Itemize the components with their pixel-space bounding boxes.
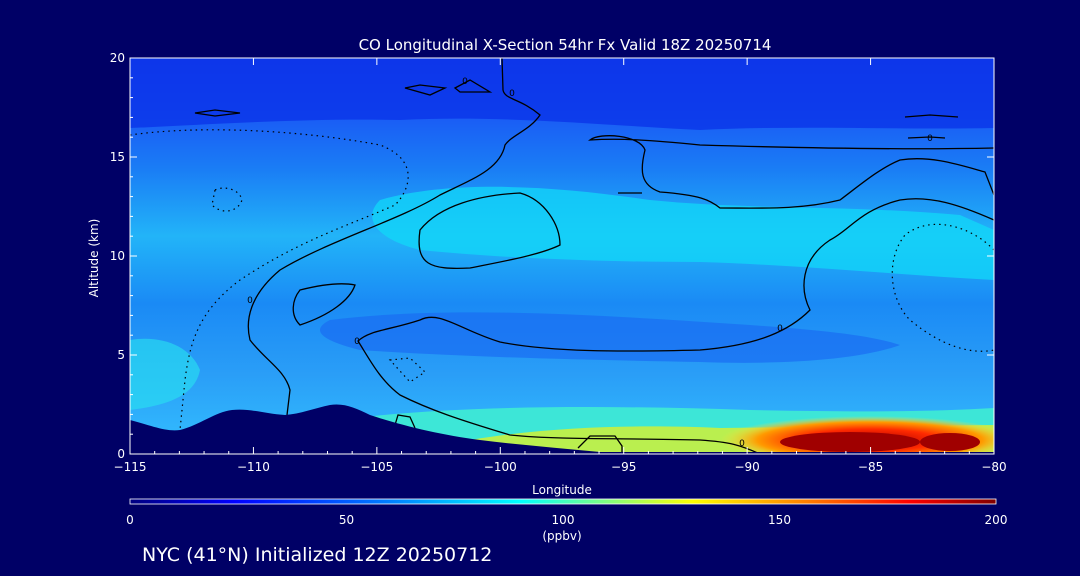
contour-right-loop bbox=[357, 198, 994, 454]
colorbar-tick-label: 200 bbox=[985, 513, 1008, 527]
dotted-contours bbox=[130, 129, 994, 431]
chart-title: CO Longitudinal X-Section 54hr Fx Valid … bbox=[359, 36, 772, 54]
contour-small-6 bbox=[907, 136, 946, 139]
contour-left-loop bbox=[292, 283, 356, 326]
colorbar-tick-label: 150 bbox=[768, 513, 791, 527]
contour-upper-right bbox=[587, 135, 994, 209]
terrain bbox=[130, 404, 994, 454]
colorbar-tick-label: 50 bbox=[339, 513, 354, 527]
contour-small-3 bbox=[453, 79, 493, 93]
contour-main bbox=[247, 58, 541, 416]
y-tick-label: 15 bbox=[110, 150, 125, 164]
x-tick-label: −80 bbox=[981, 460, 1006, 474]
contours bbox=[194, 58, 994, 454]
field-layer: 0 0 0 0 0 0 0 bbox=[130, 58, 994, 454]
contour-small-5 bbox=[904, 114, 959, 118]
mid-cyan-region bbox=[372, 186, 994, 280]
hot-plume-core bbox=[780, 432, 920, 452]
x-tick-label: −110 bbox=[237, 460, 270, 474]
contour-label: 0 bbox=[354, 337, 360, 347]
contour-small-1 bbox=[394, 414, 416, 429]
left-lower-cyan bbox=[130, 338, 200, 410]
colorbar bbox=[129, 498, 997, 505]
x-tick-label: −95 bbox=[611, 460, 636, 474]
contour-label: 0 bbox=[777, 324, 783, 334]
y-tick-label: 5 bbox=[117, 348, 125, 362]
contour-label: 0 bbox=[927, 134, 933, 144]
colorbar-tick-label: 100 bbox=[552, 513, 575, 527]
contour-label: 0 bbox=[247, 296, 253, 306]
contour-labels: 0 0 0 0 0 0 0 bbox=[247, 77, 933, 449]
dotted-contour-left-2 bbox=[211, 187, 243, 212]
hot-plume-core-2 bbox=[920, 433, 980, 451]
dotted-contour-right bbox=[891, 223, 994, 352]
y-axis: 0 5 10 15 20 bbox=[110, 51, 994, 461]
contour-small-2 bbox=[404, 84, 448, 96]
y-tick-label: 0 bbox=[117, 447, 125, 461]
contour-surface-loop bbox=[577, 435, 623, 454]
contour-label: 0 bbox=[509, 89, 515, 99]
x-axis-label: Longitude bbox=[532, 483, 592, 497]
contour-label: 0 bbox=[462, 77, 468, 87]
colorbar-tick-label: 0 bbox=[126, 513, 134, 527]
x-axis: −115 −110 −105 −100 −95 −90 −85 −80 bbox=[114, 58, 1007, 474]
y-axis-label: Altitude (km) bbox=[87, 219, 101, 298]
colorbar-ticks: 0 50 100 150 200 bbox=[126, 513, 1007, 527]
y-tick-label: 10 bbox=[110, 249, 125, 263]
upper-low-co-band bbox=[130, 58, 994, 130]
x-tick-label: −90 bbox=[734, 460, 759, 474]
y-tick-label: 20 bbox=[110, 51, 125, 65]
x-tick-label: −105 bbox=[360, 460, 393, 474]
mid-blue-band bbox=[320, 312, 900, 363]
colorbar-units: (ppbv) bbox=[542, 529, 581, 543]
x-tick-label: −115 bbox=[114, 460, 147, 474]
contour-mid-loop bbox=[418, 192, 561, 270]
x-tick-label: −85 bbox=[858, 460, 883, 474]
footer-init-text: NYC (41°N) Initialized 12Z 20250712 bbox=[142, 544, 492, 566]
x-tick-label: −100 bbox=[484, 460, 517, 474]
contour-label: 0 bbox=[739, 439, 745, 449]
contour-small-4 bbox=[194, 109, 241, 117]
